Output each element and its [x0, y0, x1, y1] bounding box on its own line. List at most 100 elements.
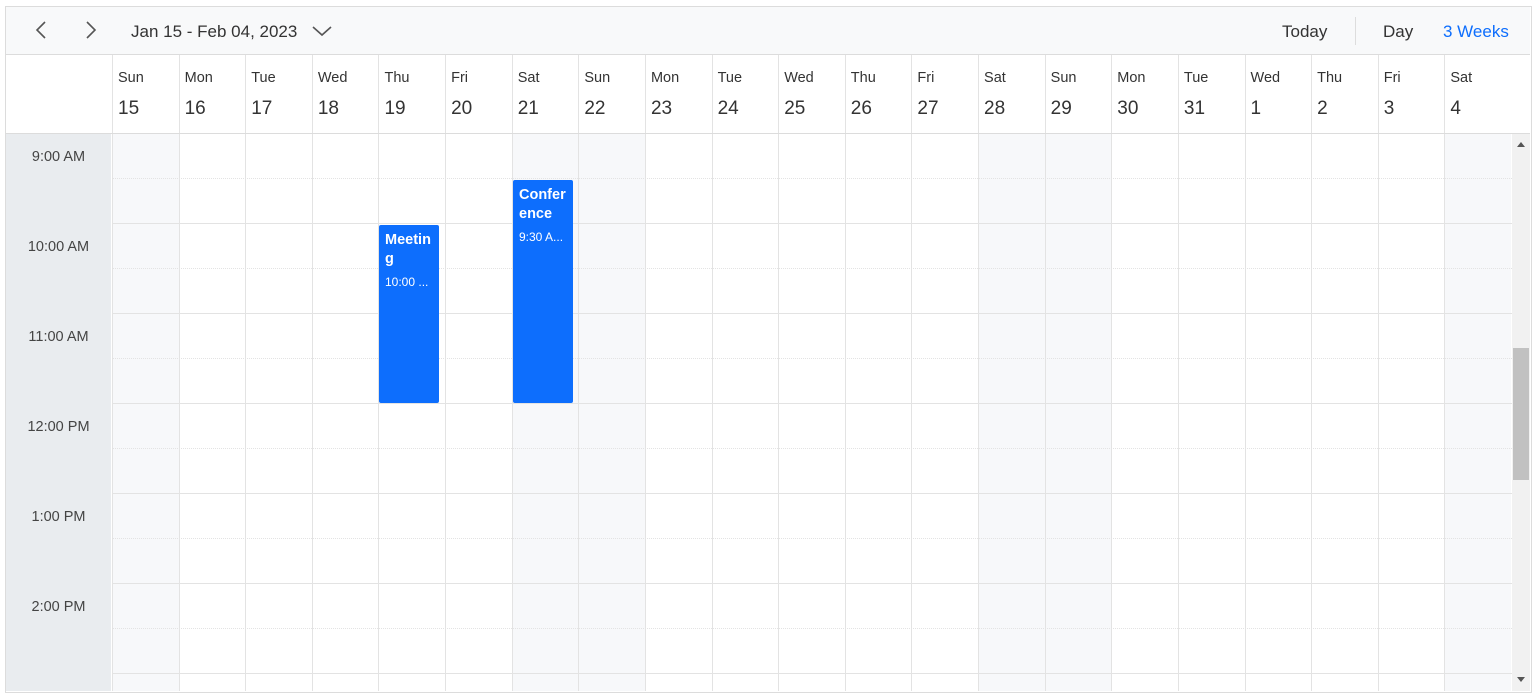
- time-column: [6, 134, 111, 691]
- time-label: 12:00 PM: [27, 419, 90, 435]
- day-divider: [245, 55, 247, 133]
- day-column: [445, 134, 512, 691]
- weekday-label: Tue: [251, 70, 276, 86]
- day-divider: [978, 55, 980, 133]
- date-label[interactable]: 3: [1383, 98, 1395, 119]
- hour-line: [112, 223, 1512, 224]
- weekday-label: Fri: [1383, 70, 1401, 86]
- time-label: 11:00 AM: [28, 329, 89, 345]
- time-grid: 9:00 AM 10:00 AM 11:00 AM 12:00 PM 1:00 PM 2:…: [6, 134, 1512, 691]
- day-divider: [378, 55, 380, 133]
- date-label[interactable]: 27: [917, 98, 939, 119]
- time-label: 2:00 PM: [31, 599, 86, 615]
- event[interactable]: Meeting 10:00 ...: [379, 225, 439, 403]
- day-column: [1177, 134, 1245, 691]
- today-button[interactable]: Today: [1282, 22, 1328, 41]
- day-divider: [178, 55, 180, 133]
- date-label[interactable]: 20: [451, 98, 473, 119]
- day-column: [1444, 134, 1511, 691]
- day-view-button[interactable]: Day: [1383, 22, 1414, 41]
- date-label[interactable]: 21: [517, 98, 539, 119]
- hour-line: [112, 313, 1512, 314]
- day-column: [378, 134, 445, 691]
- scroll-down[interactable]: [1516, 676, 1526, 684]
- day-column: [1044, 134, 1112, 691]
- next-button[interactable]: [83, 20, 99, 40]
- half-hour-line: [112, 628, 1512, 629]
- weekday-label: Sun: [584, 70, 611, 86]
- date-label[interactable]: 19: [384, 98, 406, 119]
- day-divider: [911, 55, 913, 133]
- date-label[interactable]: 18: [317, 98, 339, 119]
- day-divider: [112, 55, 113, 133]
- event-title: Conference: [519, 187, 566, 222]
- day-column: [1111, 134, 1178, 691]
- weekday-label: Wed: [317, 70, 348, 86]
- weekday-label: Fri: [451, 70, 469, 86]
- prev-button[interactable]: [34, 20, 50, 40]
- day-column: [245, 134, 312, 691]
- day-divider: [711, 55, 713, 133]
- hour-line: [112, 673, 1512, 674]
- day-divider: [578, 55, 580, 133]
- date-label[interactable]: 28: [984, 98, 1006, 119]
- time-label: 9:00 AM: [31, 149, 86, 165]
- weekday-label: Wed: [784, 70, 814, 86]
- time-label: 1:00 PM: [31, 509, 86, 525]
- half-hour-line: [112, 358, 1512, 359]
- day-column: [112, 134, 179, 691]
- weekday-label: Sat: [1450, 70, 1473, 86]
- date-range[interactable]: Jan 15 - Feb 04, 2023: [131, 22, 298, 41]
- half-hour-line: [112, 448, 1512, 449]
- day-column: [311, 134, 379, 691]
- day-divider: [1177, 55, 1179, 133]
- weekday-label: Mon: [1117, 70, 1146, 86]
- date-label[interactable]: 4: [1450, 98, 1461, 119]
- day-column: [578, 134, 645, 691]
- date-label[interactable]: 23: [650, 98, 673, 119]
- day-divider: [1044, 55, 1046, 133]
- day-column: [644, 134, 712, 691]
- date-label[interactable]: 26: [850, 98, 872, 119]
- weekday-label: Thu: [850, 70, 876, 86]
- day-column: [844, 134, 912, 691]
- date-label[interactable]: 31: [1183, 98, 1206, 119]
- scrollbar[interactable]: [1512, 134, 1530, 691]
- date-label[interactable]: 30: [1117, 98, 1139, 119]
- date-label[interactable]: 17: [251, 98, 273, 119]
- day-column: [1377, 134, 1445, 691]
- day-divider: [445, 55, 447, 133]
- date-label[interactable]: 24: [717, 98, 739, 119]
- event[interactable]: Conference 9:30 A...: [513, 180, 573, 403]
- day-column: [978, 134, 1045, 691]
- date-dropdown[interactable]: [311, 24, 333, 38]
- day-divider: [1311, 55, 1313, 133]
- date-label[interactable]: 29: [1050, 98, 1072, 119]
- date-label[interactable]: 22: [584, 98, 606, 119]
- day-column: [911, 134, 978, 691]
- weekday-label: Tue: [1183, 70, 1209, 86]
- weekday-label: Thu: [384, 70, 410, 86]
- date-label[interactable]: 16: [184, 98, 206, 119]
- date-label[interactable]: 1: [1250, 98, 1262, 119]
- date-label[interactable]: 2: [1317, 98, 1328, 119]
- scroll-up[interactable]: [1516, 140, 1526, 148]
- day-divider: [1444, 55, 1446, 133]
- date-label[interactable]: 25: [784, 98, 806, 119]
- weekday-label: Sun: [1050, 70, 1077, 86]
- three-weeks-view-button[interactable]: 3 Weeks: [1443, 22, 1509, 41]
- event-time: 10:00 ...: [385, 275, 429, 289]
- weekday-label: Wed: [1250, 70, 1281, 86]
- scroll-thumb[interactable]: [1513, 348, 1529, 480]
- toolbar: Jan 15 - Feb 04, 2023 Today Day 3 Weeks: [6, 7, 1530, 55]
- day-divider: [511, 55, 513, 133]
- weekday-label: Fri: [917, 70, 935, 86]
- date-label[interactable]: 15: [118, 98, 140, 119]
- half-hour-line: [112, 178, 1512, 179]
- day-column: [1311, 134, 1378, 691]
- hour-line: [112, 583, 1512, 584]
- weekday-label: Sun: [118, 70, 144, 86]
- scheduler: [5, 6, 1532, 693]
- hour-line: [112, 403, 1512, 404]
